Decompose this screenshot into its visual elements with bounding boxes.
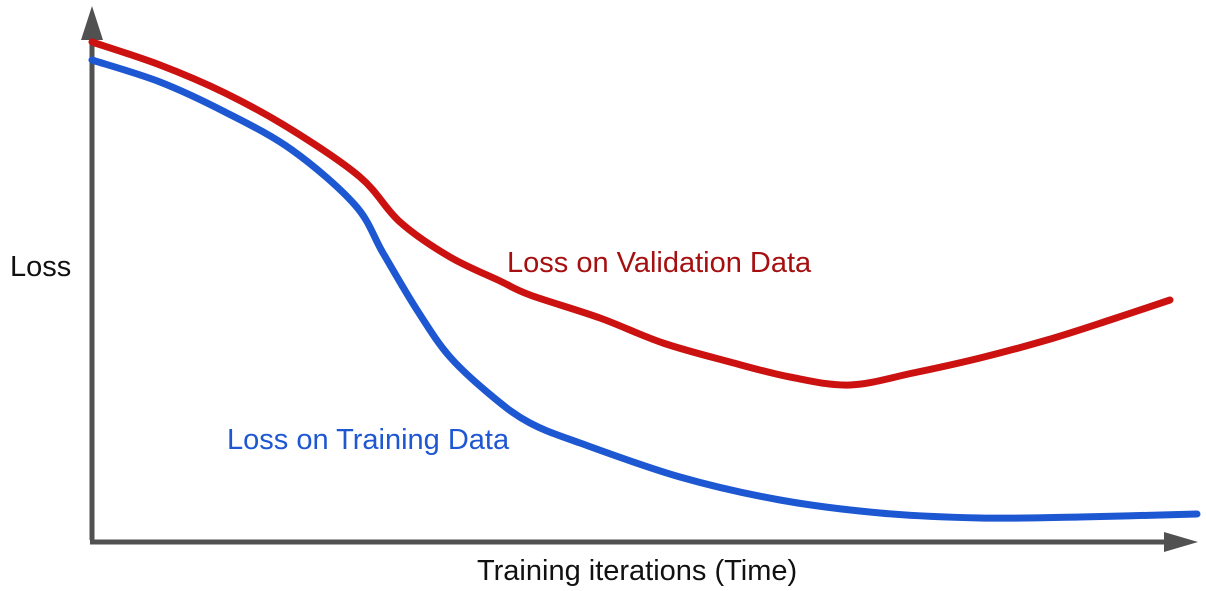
training-loss-curve xyxy=(88,56,1201,522)
y-axis-arrowhead-icon xyxy=(81,6,103,40)
x-axis-label: Training iterations (Time) xyxy=(477,555,798,587)
x-axis-arrowhead-icon xyxy=(1164,532,1198,552)
training-curve-label: Loss on Training Data xyxy=(227,424,510,456)
validation-curve-label: Loss on Validation Data xyxy=(507,247,812,279)
y-axis-label: Loss xyxy=(10,251,72,283)
validation-loss-curve xyxy=(88,38,1174,389)
